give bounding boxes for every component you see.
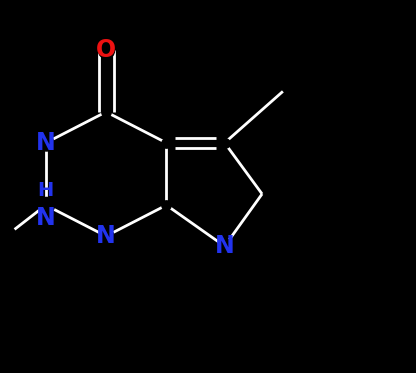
Text: H: H: [37, 182, 54, 200]
Text: N: N: [36, 206, 56, 230]
Point: [163, 202, 170, 208]
Point: [221, 140, 228, 146]
Point: [42, 202, 49, 208]
Point: [163, 140, 170, 146]
Point: [103, 233, 109, 239]
Point: [221, 243, 228, 249]
Text: N: N: [215, 234, 235, 258]
Text: N: N: [96, 224, 116, 248]
Text: N: N: [36, 131, 56, 155]
Text: O: O: [96, 38, 116, 62]
Point: [42, 140, 49, 146]
Point: [103, 47, 109, 53]
Point: [103, 109, 109, 115]
